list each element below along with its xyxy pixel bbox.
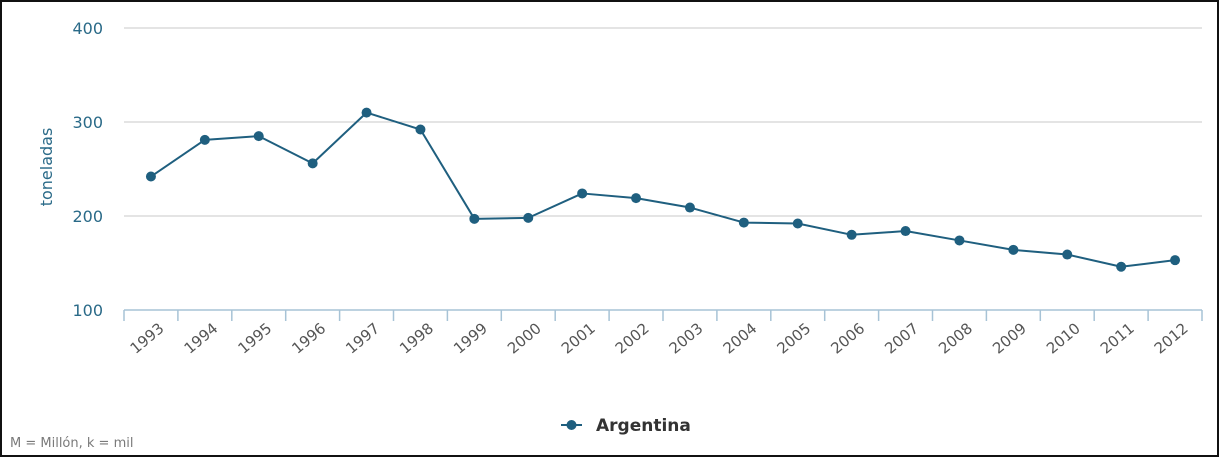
data-point[interactable]	[900, 226, 911, 237]
x-tick-label: 2005	[773, 319, 814, 357]
legend[interactable]: Argentina	[561, 416, 691, 436]
x-tick-label: 2008	[935, 319, 976, 357]
data-point[interactable]	[469, 213, 480, 224]
data-point[interactable]	[199, 134, 210, 145]
x-tick-label: 1996	[288, 319, 329, 357]
data-point[interactable]	[577, 188, 588, 199]
footnote: M = Millón, k = mil	[10, 436, 134, 451]
grid-lines	[124, 27, 1202, 217]
data-point[interactable]	[738, 217, 749, 228]
data-point[interactable]	[523, 212, 534, 223]
y-tick-label: 200	[72, 207, 103, 226]
x-tick-label: 2000	[504, 319, 545, 357]
series-argentina	[145, 107, 1181, 272]
x-axis: 1993 1994 1995 1996 1997 1998 1999 2000 2001 2002…	[123, 309, 1203, 358]
x-tick-label: 2002	[612, 319, 653, 357]
x-tick-label: 2011	[1097, 319, 1138, 357]
x-tick-label: 2009	[989, 319, 1030, 357]
data-point[interactable]	[1062, 249, 1073, 260]
y-tick-label: 400	[72, 19, 103, 38]
legend-label-argentina: Argentina	[596, 416, 691, 436]
data-point[interactable]	[954, 235, 965, 246]
x-tick-label: 1999	[450, 319, 491, 357]
data-point[interactable]	[1116, 261, 1127, 272]
data-point[interactable]	[415, 124, 426, 135]
data-point[interactable]	[631, 193, 642, 204]
y-tick-label: 100	[72, 301, 103, 320]
data-point[interactable]	[1170, 255, 1181, 266]
series-line	[150, 111, 1176, 268]
x-tick-label: 1995	[234, 319, 275, 357]
data-point[interactable]	[1008, 244, 1019, 255]
x-tick-label: 1997	[342, 319, 383, 357]
x-tick-label: 2003	[666, 319, 707, 357]
x-tick-label: 2001	[558, 319, 599, 357]
x-tick-label: 2004	[720, 319, 761, 357]
y-axis: 100 200 300 400	[72, 19, 103, 320]
data-point[interactable]	[361, 107, 372, 118]
x-tick-label: 1998	[396, 319, 437, 357]
data-point[interactable]	[792, 218, 803, 229]
x-tick-label: 2010	[1043, 319, 1084, 357]
x-tick-label: 2006	[827, 319, 868, 357]
y-tick-label: 300	[72, 113, 103, 132]
data-point[interactable]	[253, 131, 264, 142]
data-point[interactable]	[307, 158, 318, 169]
x-tick-label: 1993	[127, 319, 168, 357]
data-point[interactable]	[145, 171, 156, 182]
y-axis-title: toneladas	[37, 128, 56, 207]
x-tick-label: 2012	[1151, 319, 1192, 357]
x-tick-label: 1994	[181, 319, 222, 357]
legend-dot-marker	[566, 420, 577, 430]
x-tick-label: 2007	[881, 319, 922, 357]
data-point[interactable]	[684, 202, 695, 213]
data-point[interactable]	[846, 229, 857, 240]
